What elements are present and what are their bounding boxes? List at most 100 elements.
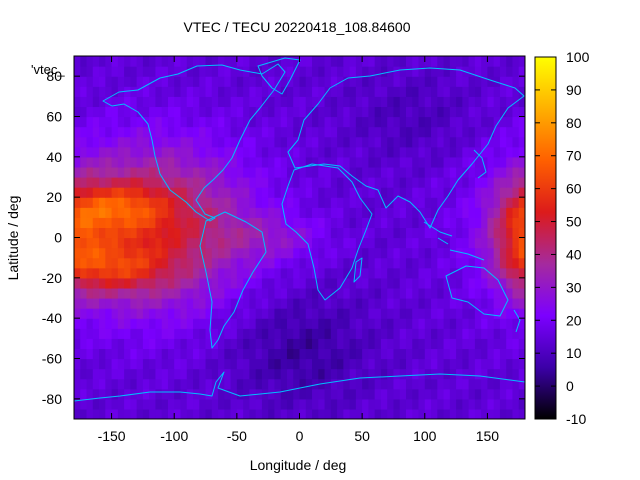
heatmap-cell bbox=[499, 56, 507, 67]
heatmap-cell bbox=[218, 298, 225, 309]
heatmap-cell bbox=[380, 237, 388, 249]
heatmap-cell bbox=[418, 96, 426, 108]
heatmap-cell bbox=[117, 126, 125, 138]
heatmap-cell bbox=[186, 227, 194, 239]
heatmap-cell bbox=[324, 187, 332, 198]
heatmap-cell bbox=[249, 207, 257, 218]
heatmap-cell bbox=[167, 106, 175, 118]
heatmap-cell bbox=[293, 298, 301, 309]
heatmap-cell bbox=[142, 408, 150, 419]
heatmap-cell bbox=[343, 277, 351, 289]
heatmap-cell bbox=[161, 247, 169, 259]
heatmap-cell bbox=[186, 277, 194, 289]
heatmap-cell bbox=[205, 187, 213, 198]
heatmap-cell bbox=[305, 378, 313, 390]
heatmap-cell bbox=[74, 197, 81, 208]
heatmap-cell bbox=[506, 187, 514, 198]
heatmap-cell bbox=[474, 166, 482, 178]
heatmap-cell bbox=[286, 146, 294, 158]
heatmap-cell bbox=[180, 318, 188, 329]
heatmap-cell bbox=[286, 257, 294, 269]
heatmap-cell bbox=[86, 197, 94, 208]
heatmap-cell bbox=[80, 267, 88, 279]
heatmap-cell bbox=[74, 126, 81, 138]
heatmap-cell bbox=[374, 308, 382, 319]
heatmap-cell bbox=[149, 318, 157, 329]
heatmap-cell bbox=[299, 207, 307, 218]
heatmap-cell bbox=[74, 66, 81, 77]
heatmap-cell bbox=[268, 318, 276, 329]
heatmap-cell bbox=[111, 66, 119, 77]
heatmap-cell bbox=[174, 96, 182, 108]
heatmap-cell bbox=[293, 257, 301, 269]
heatmap-cell bbox=[205, 388, 213, 400]
heatmap-cell bbox=[92, 116, 100, 128]
heatmap-cell bbox=[431, 398, 438, 410]
heatmap-cell bbox=[186, 207, 194, 218]
heatmap-cell bbox=[99, 187, 106, 198]
heatmap-cell bbox=[268, 156, 276, 168]
heatmap-cell bbox=[249, 166, 257, 178]
heatmap-cell bbox=[224, 227, 232, 239]
heatmap-cell bbox=[180, 328, 188, 339]
heatmap-cell bbox=[424, 116, 432, 128]
heatmap-cell bbox=[337, 408, 344, 419]
heatmap-cell bbox=[130, 287, 138, 299]
heatmap-cell bbox=[149, 106, 157, 118]
heatmap-cell bbox=[80, 156, 88, 168]
heatmap-cell bbox=[399, 287, 407, 299]
heatmap-cell bbox=[374, 378, 382, 390]
heatmap-cell bbox=[374, 257, 382, 269]
heatmap-cell bbox=[337, 217, 344, 229]
heatmap-cell bbox=[92, 217, 100, 229]
heatmap-cell bbox=[286, 207, 294, 218]
heatmap-cell bbox=[449, 207, 457, 218]
heatmap-cell bbox=[305, 126, 313, 138]
heatmap-cell bbox=[193, 166, 200, 178]
heatmap-cell bbox=[387, 187, 395, 198]
heatmap-cell bbox=[318, 287, 326, 299]
heatmap-cell bbox=[506, 106, 514, 118]
heatmap-cell bbox=[174, 388, 182, 400]
heatmap-cell bbox=[443, 338, 451, 350]
heatmap-cell bbox=[92, 308, 100, 319]
heatmap-cell bbox=[111, 338, 119, 350]
heatmap-cell bbox=[286, 408, 294, 419]
heatmap-cell bbox=[86, 136, 94, 148]
heatmap-cell bbox=[274, 56, 282, 67]
heatmap-cell bbox=[355, 146, 363, 158]
heatmap-cell bbox=[349, 156, 357, 168]
heatmap-cell bbox=[293, 328, 301, 339]
heatmap-cell bbox=[99, 86, 106, 97]
heatmap-cell bbox=[387, 328, 395, 339]
heatmap-cell bbox=[424, 56, 432, 67]
heatmap-cell bbox=[393, 398, 401, 410]
heatmap-cell bbox=[512, 408, 520, 419]
heatmap-cell bbox=[161, 328, 169, 339]
heatmap-cell bbox=[468, 328, 476, 339]
heatmap-cell bbox=[218, 398, 225, 410]
heatmap-cell bbox=[487, 166, 495, 178]
heatmap-cell bbox=[80, 358, 88, 370]
heatmap-cell bbox=[193, 398, 200, 410]
heatmap-cell bbox=[111, 328, 119, 339]
heatmap-cell bbox=[105, 348, 113, 360]
heatmap-cell bbox=[374, 237, 382, 249]
heatmap-cell bbox=[399, 358, 407, 370]
heatmap-cell bbox=[149, 116, 157, 128]
heatmap-cell bbox=[99, 298, 106, 309]
heatmap-cell bbox=[349, 166, 357, 178]
heatmap-cell bbox=[124, 257, 131, 269]
heatmap-cell bbox=[268, 267, 276, 279]
heatmap-cell bbox=[399, 398, 407, 410]
heatmap-cell bbox=[149, 398, 157, 410]
heatmap-cell bbox=[474, 287, 482, 299]
heatmap-cell bbox=[211, 187, 219, 198]
heatmap-cell bbox=[180, 217, 188, 229]
heatmap-cell bbox=[211, 318, 219, 329]
heatmap-cell bbox=[506, 66, 514, 77]
heatmap-cell bbox=[437, 166, 445, 178]
heatmap-cell bbox=[355, 197, 363, 208]
heatmap-cell bbox=[136, 328, 144, 339]
heatmap-cell bbox=[324, 66, 332, 77]
